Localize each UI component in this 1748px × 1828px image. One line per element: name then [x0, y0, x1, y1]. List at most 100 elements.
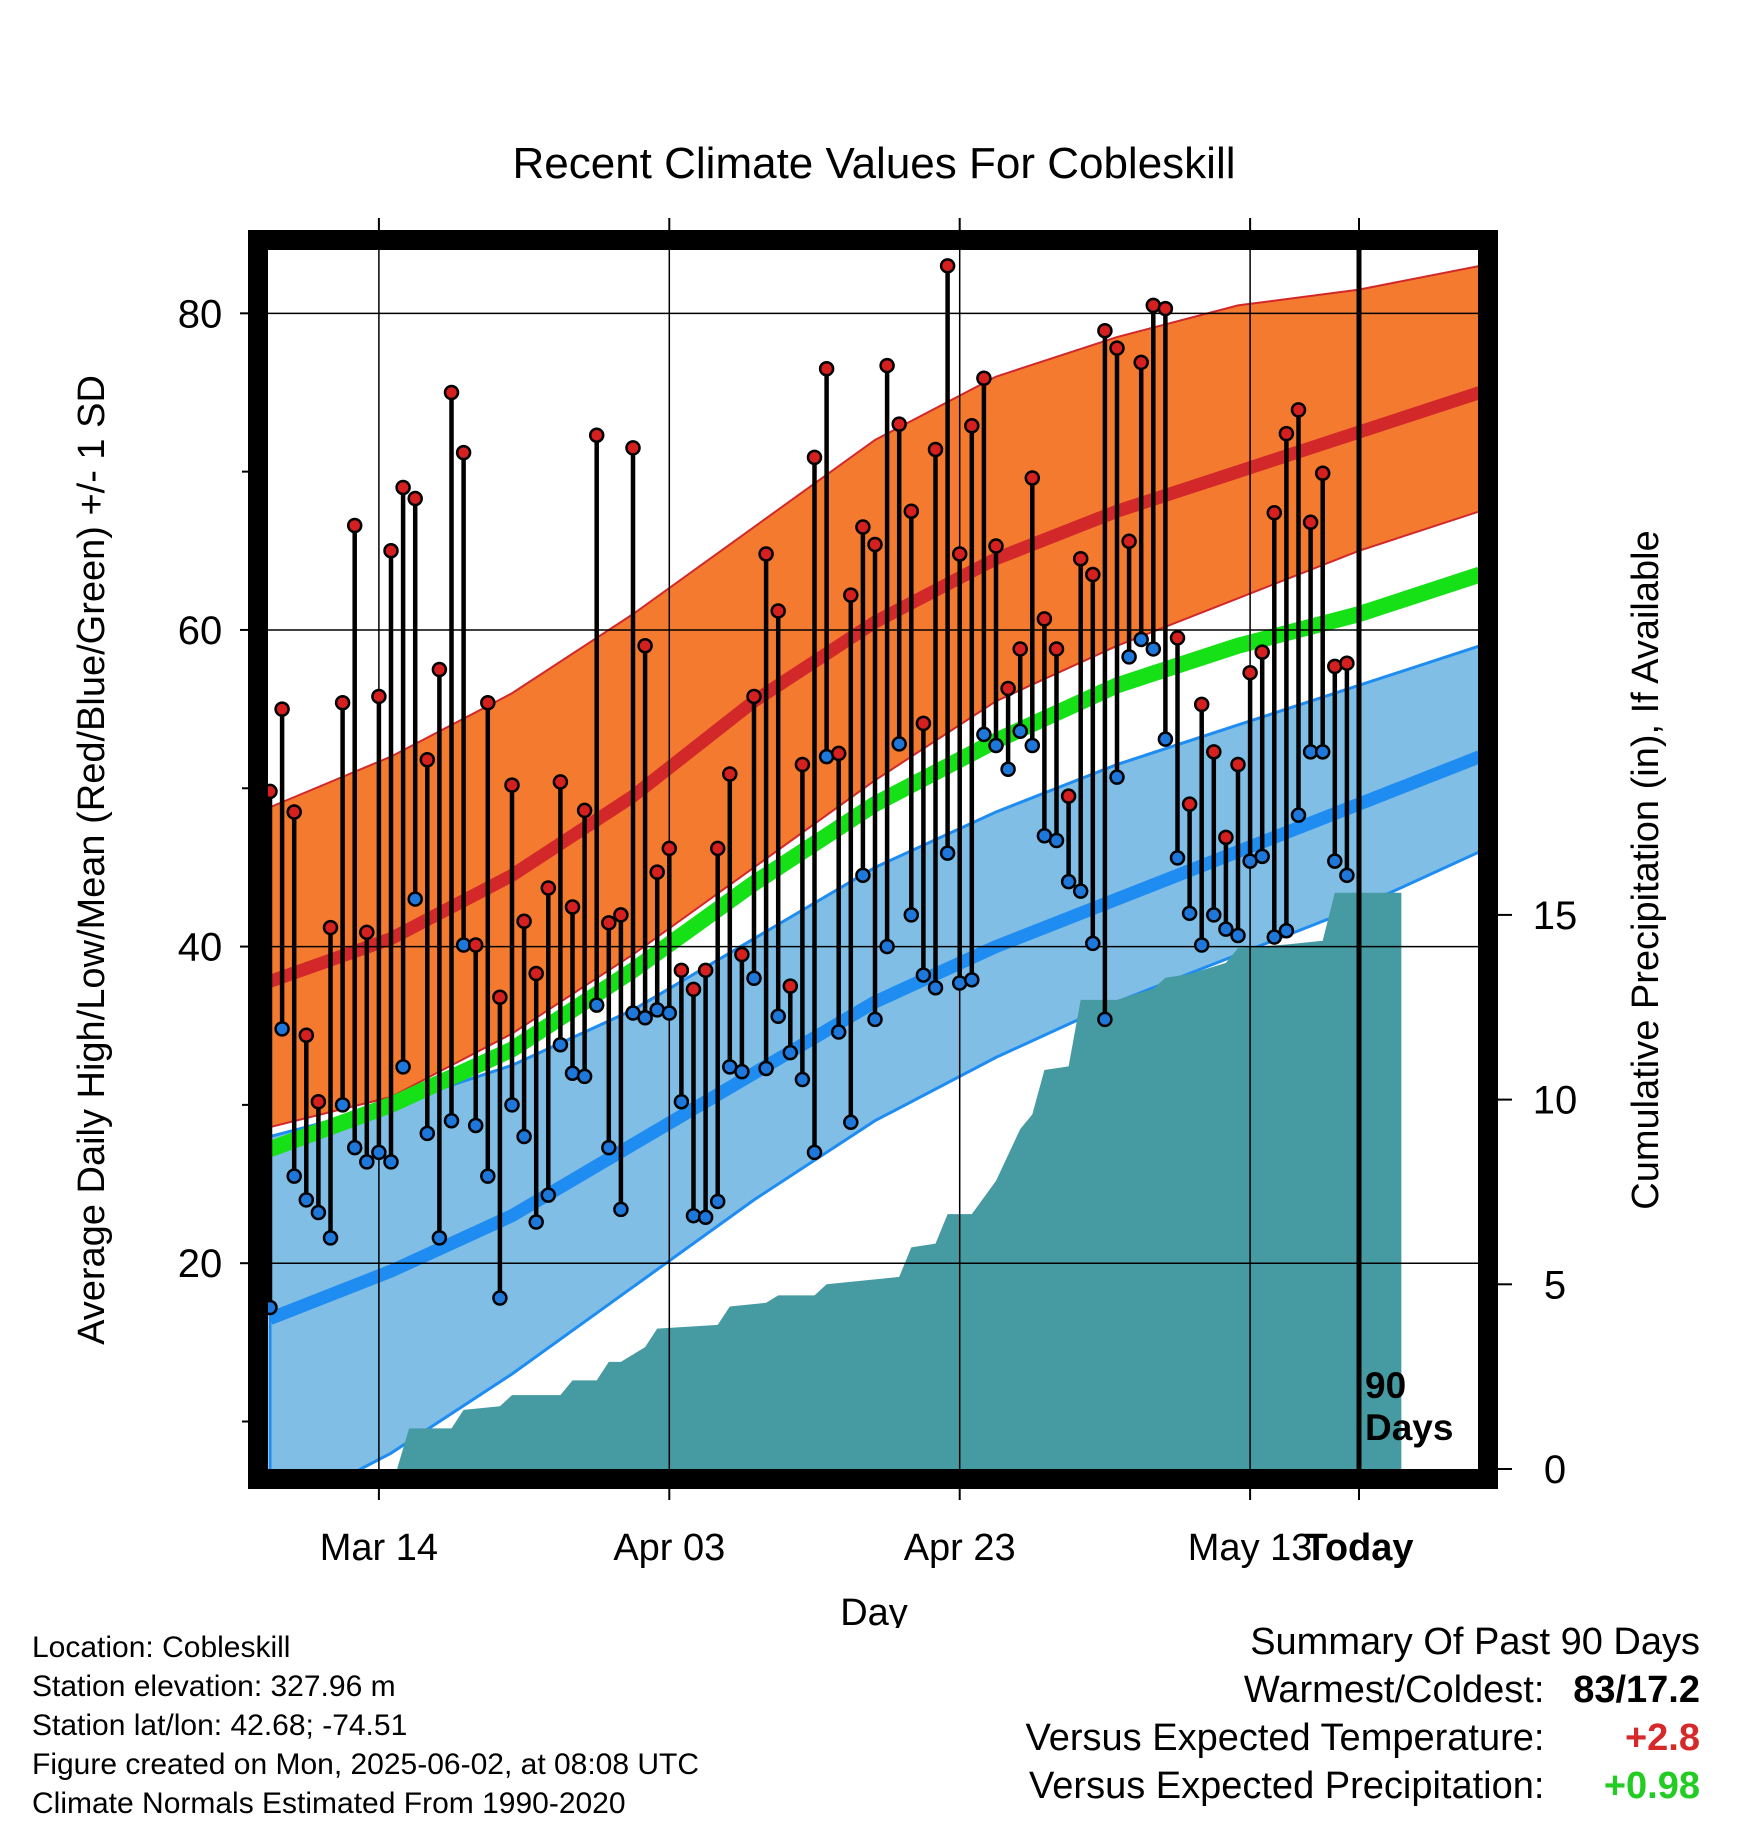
daily-low-point [516, 1128, 532, 1145]
daily-high-point [346, 517, 363, 534]
temp-label: Versus Expected Temperature: [1025, 1717, 1545, 1759]
daily-high-point [467, 937, 484, 953]
x-tick-label: Apr 03 [613, 1527, 725, 1569]
daily-low-point [891, 736, 907, 752]
daily-high-point [1218, 829, 1234, 846]
temp-value: +2.8 [1624, 1717, 1700, 1759]
daily-low-point [770, 1008, 786, 1024]
y-tick-label: 20 [178, 1242, 223, 1286]
daily-low-point [734, 1063, 750, 1080]
daily-high-point [540, 880, 557, 896]
daily-low-point [1327, 853, 1343, 869]
daily-high-point [359, 924, 375, 941]
daily-low-point [443, 1112, 460, 1129]
daily-low-point [1060, 873, 1077, 890]
daily-high-point [818, 360, 835, 377]
daily-high-point [1060, 788, 1077, 804]
summary-precipitation: Versus Expected Precipitation: +0.98 [1026, 1762, 1700, 1810]
warm-cold-value: 83/17.2 [1573, 1669, 1700, 1711]
daily-high-point [1121, 533, 1137, 550]
daily-high-point [1314, 465, 1331, 481]
daily-low-point [322, 1230, 339, 1246]
daily-high-point [951, 546, 968, 562]
daily-high-point [274, 701, 290, 717]
daily-low-point [637, 1010, 653, 1026]
daily-low-point [1254, 848, 1270, 865]
daily-low-point [1339, 867, 1355, 884]
station-info: Location: Cobleskill Station elevation: … [32, 1628, 699, 1823]
x-tick-label: Mar 14 [320, 1527, 438, 1569]
daily-high-point [1000, 680, 1016, 697]
daily-high-point [286, 804, 302, 820]
daily-low-point [709, 1193, 726, 1210]
daily-high-point [1109, 340, 1125, 356]
daily-low-point [407, 891, 423, 907]
daily-low-point [903, 907, 920, 923]
daily-high-point [734, 946, 750, 963]
daily-high-point [1157, 300, 1174, 317]
daily-high-point [927, 441, 944, 458]
daily-low-point [419, 1125, 436, 1142]
daily-high-point [746, 688, 762, 705]
daily-high-point [722, 766, 738, 782]
plot-area: 90 Days 20 40 60 80 0 5 10 15 Mar 14 Apr 03 Apr 23 Ma… [178, 218, 1578, 1569]
daily-high-point [903, 503, 920, 519]
daily-high-point [588, 427, 605, 443]
daily-high-point [1024, 470, 1041, 486]
summary-warm-cold: Warmest/Coldest: 83/17.2 [1026, 1666, 1700, 1714]
daily-low-point [1206, 907, 1222, 923]
daily-low-point [1085, 935, 1101, 952]
daily-high-point [661, 840, 678, 857]
daily-low-point [431, 1230, 448, 1246]
daily-high-point [310, 1093, 327, 1110]
daily-low-point [673, 1093, 690, 1110]
chart-title: Recent Climate Values For Cobleskill [512, 139, 1235, 188]
daily-high-point [1254, 644, 1270, 660]
daily-low-point [268, 1299, 278, 1316]
daily-low-point [1218, 921, 1234, 937]
daily-high-point [601, 915, 617, 931]
daily-high-point [673, 962, 690, 979]
daily-low-point [855, 867, 871, 884]
daily-low-point [504, 1097, 520, 1113]
daily-low-point [794, 1071, 811, 1088]
summary-panel: Summary Of Past 90 Days Warmest/Coldest:… [1026, 1618, 1700, 1810]
daily-low-point [988, 737, 1004, 754]
daily-high-point [480, 695, 496, 711]
daily-low-point [310, 1204, 327, 1221]
y2-tick-label: 10 [1533, 1079, 1578, 1123]
daily-high-point [964, 417, 980, 434]
daily-high-point [709, 840, 726, 857]
daily-high-point [1181, 796, 1198, 812]
daily-low-point [601, 1139, 617, 1156]
y2-tick-label: 15 [1533, 894, 1578, 938]
daily-high-point [697, 962, 714, 979]
y-tick-label: 40 [178, 926, 223, 970]
daily-high-point [649, 864, 665, 880]
x-tick-label: Apr 23 [904, 1527, 1016, 1569]
daily-low-point [286, 1168, 302, 1184]
daily-low-point [576, 1068, 593, 1085]
daily-high-point [1193, 696, 1210, 713]
daily-low-point [540, 1187, 557, 1203]
daily-low-point [492, 1290, 508, 1306]
summary-temperature: Versus Expected Temperature: +2.8 [1026, 1714, 1700, 1762]
daily-high-point [322, 919, 339, 936]
daily-high-point [879, 357, 895, 374]
warm-cold-label: Warmest/Coldest: [1243, 1669, 1545, 1711]
daily-low-point [964, 972, 980, 988]
daily-low-point [480, 1168, 496, 1184]
daily-high-point [794, 756, 811, 773]
daily-high-point [625, 440, 641, 456]
x-tick-label: Today [1304, 1527, 1413, 1569]
daily-low-point [1072, 883, 1089, 899]
daily-low-point [613, 1201, 629, 1218]
daily-high-point [1230, 756, 1246, 773]
daily-low-point [274, 1021, 290, 1037]
daily-high-point [988, 538, 1004, 554]
daily-low-point [1290, 807, 1307, 823]
daily-low-point [1121, 649, 1137, 665]
latlon-text: Station lat/lon: 42.68; -74.51 [32, 1709, 408, 1742]
daily-high-point [504, 777, 520, 793]
y-tick-label: 80 [178, 292, 223, 336]
